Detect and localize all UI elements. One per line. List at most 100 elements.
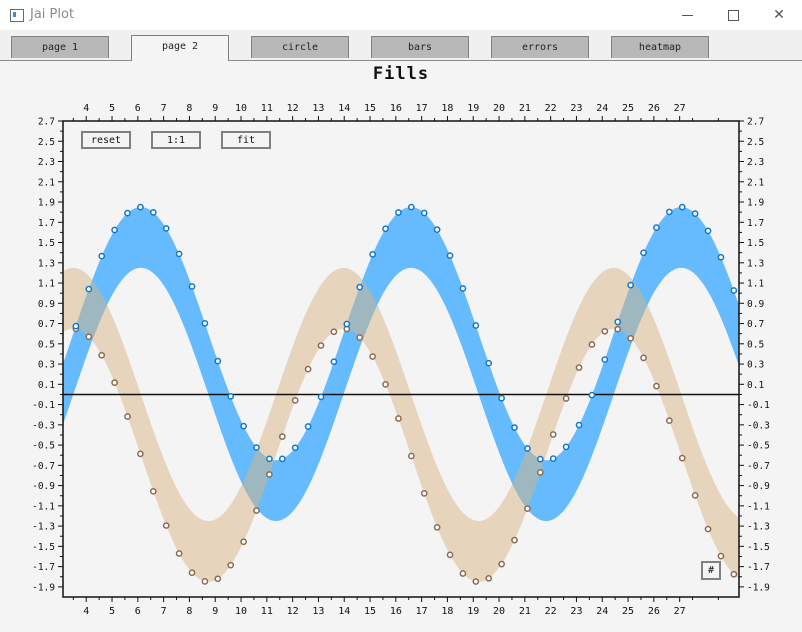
- x-tick-label-bottom-18: 22: [545, 606, 557, 617]
- x-tick-label-bottom-4: 8: [186, 606, 192, 617]
- blue-marker-40: [588, 391, 596, 399]
- close-button[interactable]: ✕: [756, 0, 802, 30]
- y-tick-label-left-5: 1.7: [38, 218, 55, 229]
- x-tick-label-bottom-21: 25: [622, 606, 634, 617]
- y-tick-label-left-7: 1.3: [38, 258, 55, 269]
- tab-heatmap[interactable]: heatmap: [611, 36, 709, 58]
- tan-marker-34: [511, 536, 518, 544]
- x-tick-label-top-16: 20: [493, 103, 505, 114]
- y-tick-label-left-22: -1.7: [32, 562, 55, 573]
- tan-marker-31: [472, 578, 480, 585]
- grid-toggle-button[interactable]: #: [701, 561, 721, 580]
- tab-page-2[interactable]: page 2: [131, 35, 229, 61]
- x-tick-label-bottom-22: 26: [648, 606, 660, 617]
- y-tick-label-right-22: -1.7: [747, 562, 770, 573]
- tan-marker-47: [678, 454, 686, 462]
- blue-marker-38: [562, 443, 570, 451]
- minimize-icon: [681, 14, 693, 16]
- y-tick-label-left-15: -0.3: [32, 420, 55, 431]
- minimize-button[interactable]: [664, 0, 710, 30]
- y-tick-label-left-8: 1.1: [38, 279, 55, 290]
- x-tick-label-top-17: 21: [519, 103, 531, 114]
- x-tick-label-top-20: 24: [596, 103, 608, 114]
- blue-marker-29: [446, 252, 454, 259]
- blue-marker-21: [343, 320, 351, 328]
- tan-marker-26: [407, 452, 415, 460]
- y-tick-label-right-17: -0.7: [747, 461, 770, 472]
- y-tick-label-left-11: 0.5: [38, 339, 55, 350]
- y-tick-label-right-15: -0.3: [747, 420, 770, 431]
- fit-button[interactable]: fit: [221, 131, 271, 149]
- blue-marker-45: [653, 224, 660, 231]
- blue-marker-39: [575, 421, 583, 429]
- tan-marker-13: [240, 538, 247, 546]
- y-tick-label-right-7: 1.3: [747, 258, 764, 269]
- y-tick-label-left-20: -1.3: [32, 522, 55, 533]
- tan-marker-20: [330, 328, 338, 336]
- y-tick-label-right-9: 0.9: [747, 299, 764, 310]
- blue-marker-27: [420, 209, 428, 217]
- tan-marker-15: [266, 471, 273, 478]
- tan-marker-35: [524, 505, 531, 512]
- x-tick-label-bottom-6: 10: [235, 606, 247, 617]
- y-tick-label-left-23: -1.9: [32, 582, 55, 593]
- blue-marker-30: [459, 285, 467, 292]
- y-tick-label-left-19: -1.1: [32, 501, 55, 512]
- y-tick-label-right-20: -1.3: [747, 522, 770, 533]
- aspect-1-1-button[interactable]: 1:1: [151, 131, 201, 149]
- x-tick-label-top-2: 6: [135, 103, 141, 114]
- blue-marker-36: [536, 455, 544, 463]
- y-tick-label-right-21: -1.5: [747, 542, 770, 553]
- blue-marker-41: [601, 356, 609, 363]
- x-tick-label-top-7: 11: [261, 103, 273, 114]
- x-tick-label-top-15: 19: [467, 103, 479, 114]
- tan-marker-51: [730, 570, 738, 578]
- y-tick-label-left-3: 2.1: [38, 177, 55, 188]
- x-tick-label-top-19: 23: [570, 103, 582, 114]
- tan-marker-2: [98, 351, 106, 359]
- x-tick-label-bottom-8: 12: [287, 606, 299, 617]
- tab-circle[interactable]: circle: [251, 36, 349, 58]
- x-tick-label-bottom-20: 24: [596, 606, 608, 617]
- y-tick-label-left-10: 0.7: [38, 319, 55, 330]
- y-tick-label-left-12: 0.3: [38, 360, 55, 371]
- tan-marker-40: [588, 341, 596, 348]
- chart-title: Fills: [372, 64, 430, 84]
- x-tick-label-bottom-16: 20: [493, 606, 505, 617]
- blue-marker-32: [485, 359, 493, 367]
- tab-errors[interactable]: errors: [491, 36, 589, 58]
- reset-button[interactable]: reset: [81, 131, 131, 149]
- x-tick-label-top-21: 25: [622, 103, 634, 114]
- blue-marker-3: [111, 226, 118, 234]
- maximize-icon: [727, 9, 739, 21]
- x-tick-label-top-23: 27: [674, 103, 686, 114]
- tab-page-1[interactable]: page 1: [11, 36, 109, 58]
- y-tick-label-left-18: -0.9: [32, 481, 55, 492]
- y-tick-label-left-9: 0.9: [38, 299, 55, 310]
- blue-marker-48: [691, 210, 699, 217]
- tan-marker-30: [459, 570, 467, 577]
- x-tick-label-bottom-9: 13: [312, 606, 324, 617]
- y-tick-label-right-13: 0.1: [747, 380, 764, 391]
- blue-marker-46: [665, 208, 673, 216]
- tan-marker-22: [356, 334, 364, 341]
- x-tick-label-top-5: 9: [212, 103, 218, 114]
- y-tick-label-left-16: -0.5: [32, 441, 55, 452]
- overlap-band-fill: [76, 280, 647, 509]
- blue-marker-13: [240, 422, 247, 430]
- y-tick-label-right-1: 2.5: [747, 137, 764, 148]
- tan-marker-8: [175, 550, 183, 557]
- blue-marker-44: [640, 249, 647, 257]
- blue-marker-2: [98, 252, 106, 260]
- x-tick-label-bottom-12: 16: [390, 606, 402, 617]
- x-tick-label-top-0: 4: [83, 103, 89, 114]
- blue-marker-33: [498, 394, 505, 402]
- app-icon: [10, 9, 24, 22]
- tan-marker-12: [227, 561, 235, 569]
- y-tick-label-right-14: -0.1: [747, 400, 770, 411]
- maximize-button[interactable]: [710, 0, 756, 30]
- tan-marker-32: [485, 574, 493, 582]
- tab-bars[interactable]: bars: [371, 36, 469, 58]
- tan-marker-4: [124, 413, 131, 420]
